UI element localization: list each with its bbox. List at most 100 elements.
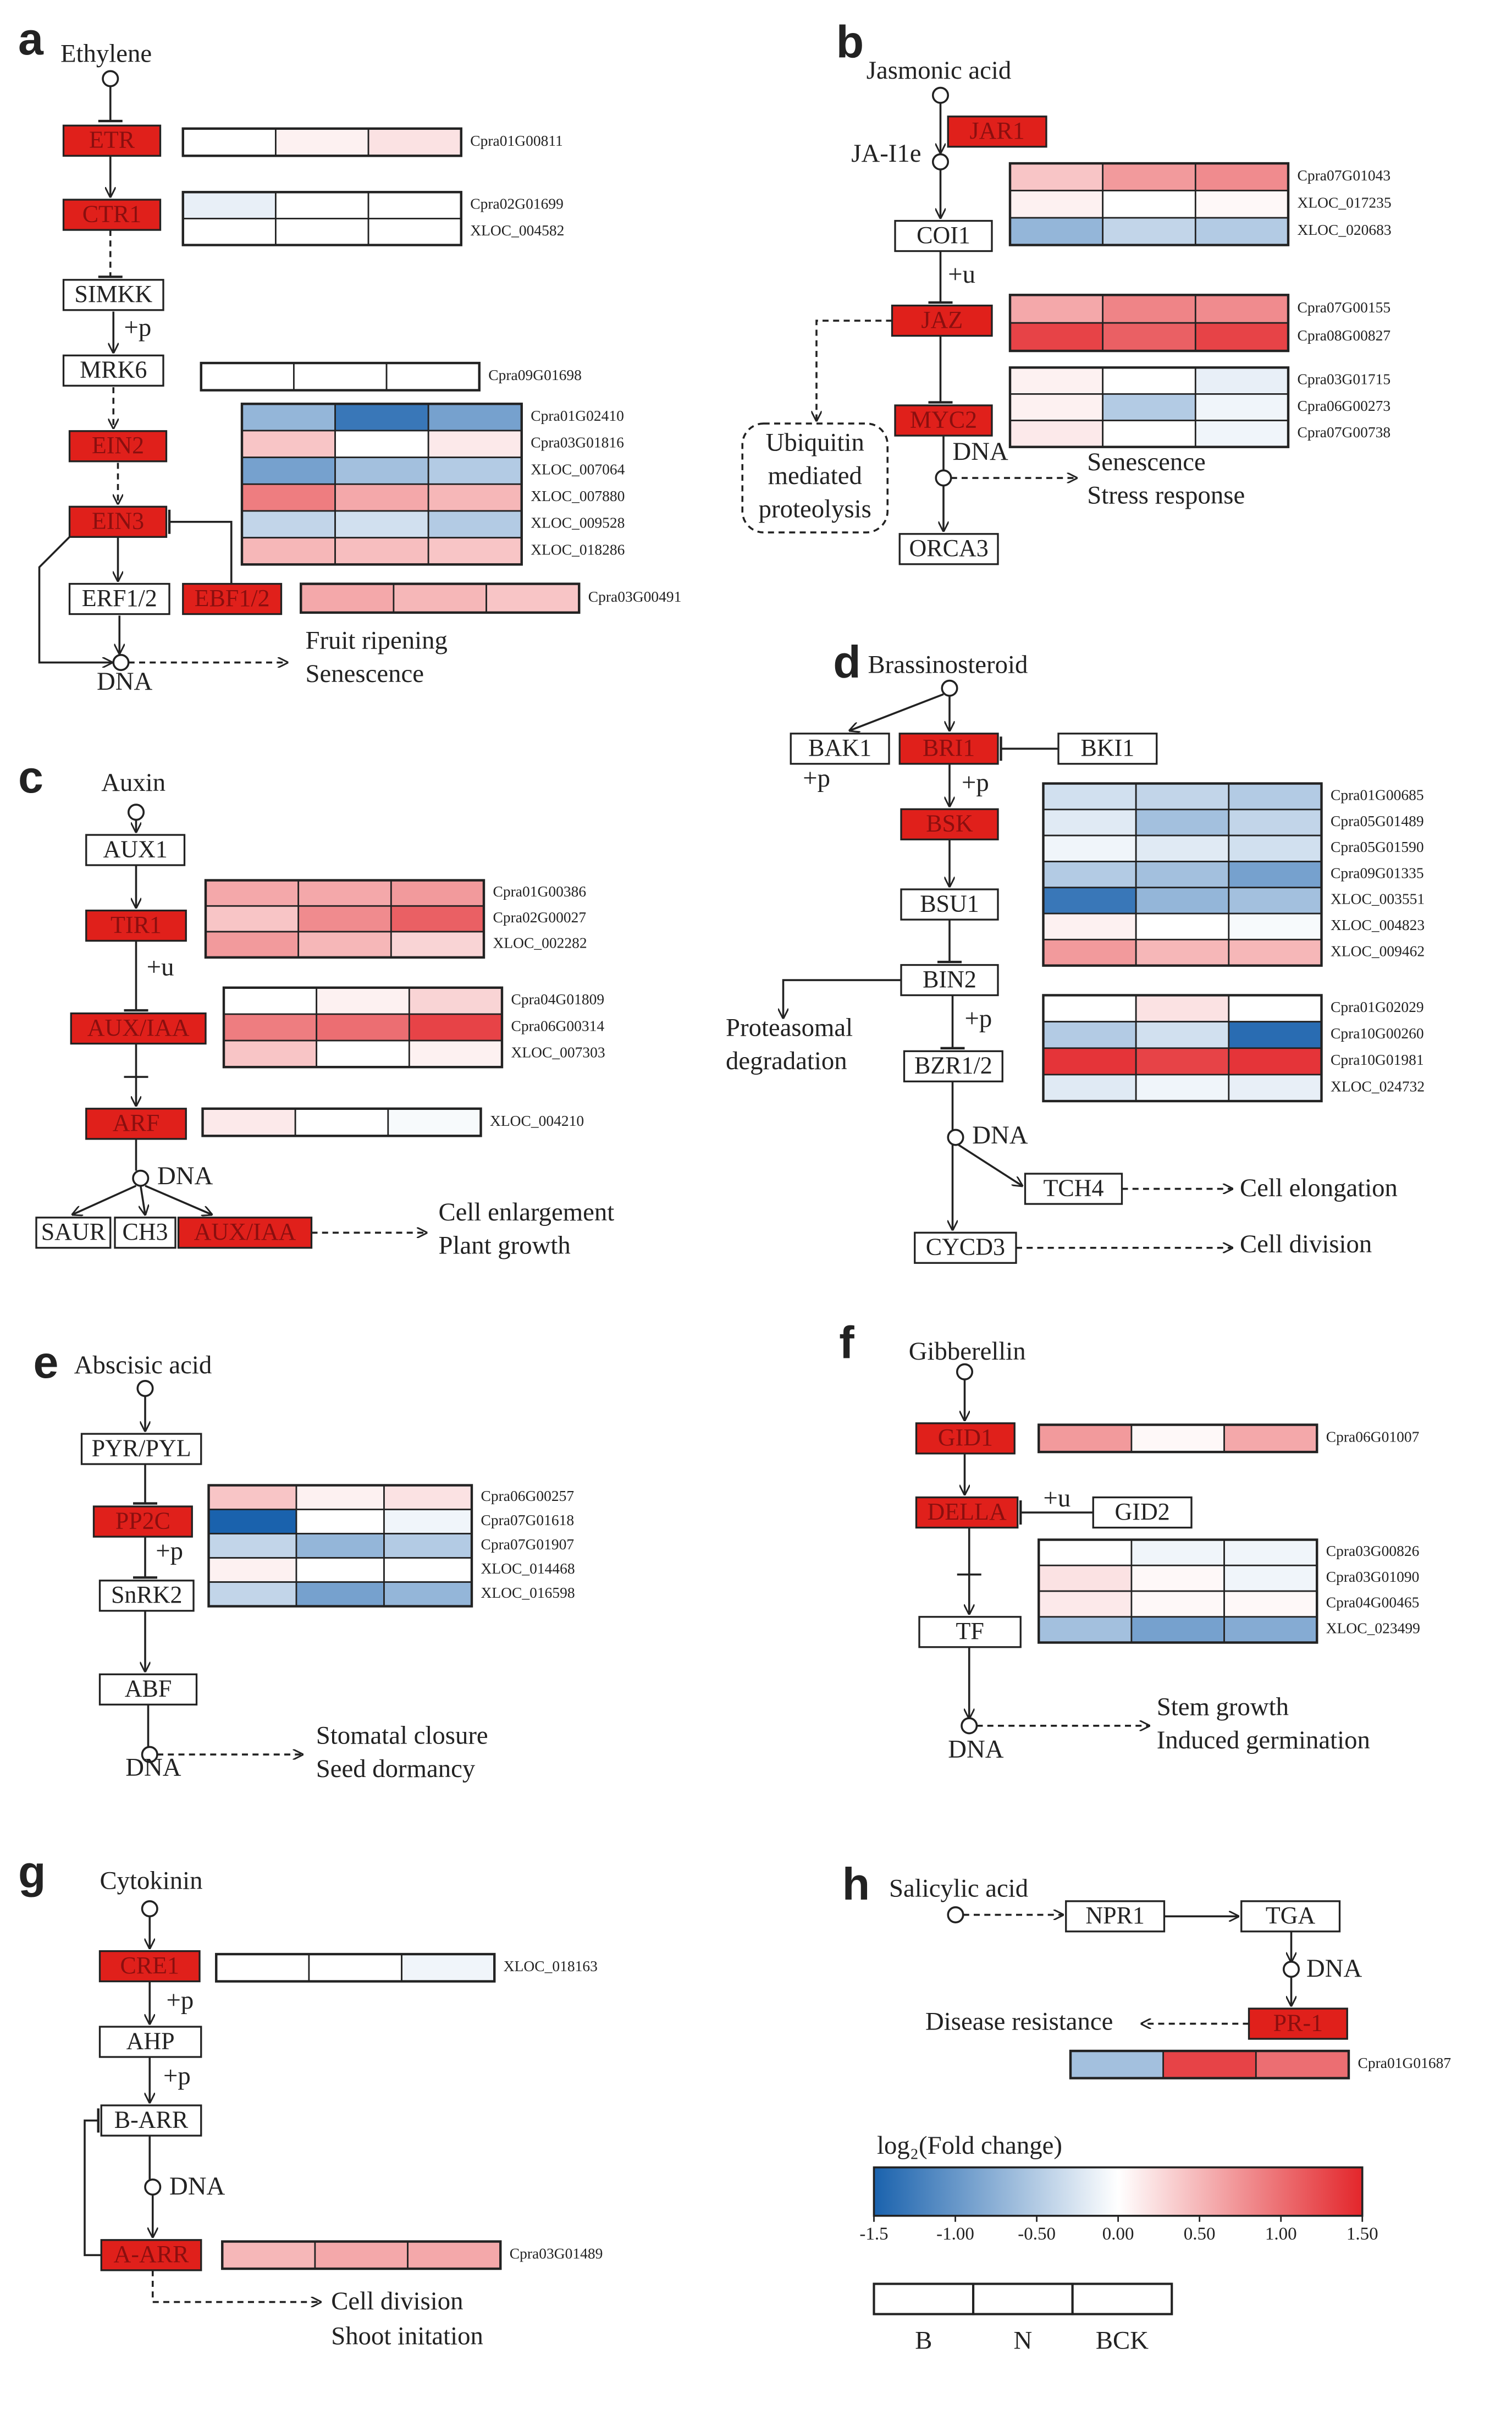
heatmap-cell [383, 1581, 473, 1607]
heatmap-cell [1130, 1539, 1225, 1566]
heatmap-border [181, 191, 462, 246]
heatmap-cell [1135, 861, 1230, 889]
gene-node-up [85, 909, 187, 942]
node-label: JAZ [921, 306, 963, 333]
heatmap-cell [1009, 366, 1104, 395]
heatmap-cell [1223, 1564, 1318, 1592]
legend-tick-label: -1.00 [936, 2224, 974, 2244]
heatmap-cell [1009, 162, 1104, 191]
label: Seed dormancy [316, 1754, 476, 1783]
heatmap-cell [1042, 861, 1137, 889]
gene-id: XLOC_024732 [1331, 1077, 1425, 1094]
ubiquitin-box [741, 422, 889, 533]
label: +u [948, 260, 975, 289]
gene-node-up [92, 1505, 193, 1538]
node-label: MYC2 [910, 406, 977, 433]
gene-id: Cpra06G00257 [481, 1487, 575, 1504]
node-point [956, 1363, 974, 1380]
gene-id: XLOC_016598 [481, 1584, 575, 1601]
heatmap-cell [1009, 190, 1104, 219]
panel-letter: e [34, 1337, 59, 1388]
heatmap-cell [1102, 393, 1196, 421]
heatmap-cell [297, 905, 392, 933]
node-point [141, 1900, 158, 1918]
heatmap-cell [241, 510, 336, 539]
gene-id: Cpra03G01715 [1298, 371, 1391, 388]
gene-id: XLOC_004823 [1331, 916, 1425, 933]
heatmap-cell [393, 583, 487, 614]
node-label: DELLA [928, 1498, 1007, 1525]
heatmap-border [1042, 782, 1323, 967]
node-label: BKI1 [1080, 734, 1134, 761]
heatmap-cell [1042, 994, 1137, 1023]
label: Induced germination [1157, 1726, 1370, 1754]
heatmap-cell [1042, 1047, 1137, 1076]
label: Senescence [306, 659, 424, 688]
heatmap-cell [1038, 1564, 1133, 1592]
gene-node-up [900, 808, 999, 840]
heatmap-cell [385, 362, 481, 391]
gene-id: XLOC_007880 [531, 487, 625, 504]
heatmap-cell [1135, 1074, 1230, 1102]
heatmap-cell [401, 1953, 495, 1982]
node-label: CRE1 [120, 1952, 179, 1979]
node-label: ABF [125, 1675, 172, 1702]
panel-letter: f [839, 1317, 854, 1368]
heatmap-cell [241, 430, 336, 459]
panel-letter: b [836, 16, 864, 67]
heatmap-border [200, 361, 481, 392]
heatmap-cell [275, 218, 369, 246]
node-label: TF [956, 1618, 984, 1644]
label: Cell elongation [1240, 1174, 1398, 1202]
gene-node [35, 1217, 112, 1249]
gene-node [1065, 1900, 1166, 1933]
heatmap-cell [1038, 1616, 1133, 1643]
heatmap-cell [1069, 2050, 1165, 2079]
node-label: SAUR [41, 1218, 106, 1245]
column-key-cell [972, 2282, 1074, 2315]
heatmap-cell [308, 1953, 402, 1982]
heatmap-cell [182, 218, 277, 246]
gene-id: Cpra08G00827 [1298, 327, 1391, 344]
heatmap-cell [367, 128, 462, 157]
gene-node [1240, 1900, 1341, 1933]
heatmap-cell [316, 1013, 410, 1042]
label: DNA [953, 437, 1009, 466]
gene-node [1092, 1496, 1193, 1529]
heatmap-cell [334, 483, 429, 512]
label: DNA [169, 2172, 225, 2201]
node-point [132, 1169, 150, 1187]
column-key-cell [873, 2282, 975, 2315]
gene-node-up [177, 1217, 313, 1249]
column-key-cell [1071, 2282, 1173, 2315]
gene-node [85, 834, 186, 866]
label: +u [1044, 1484, 1071, 1512]
node-label: BZR1/2 [914, 1052, 992, 1079]
heatmap-cell [215, 1953, 310, 1982]
heatmap-cell [1130, 1424, 1225, 1453]
gene-node-up [62, 124, 162, 157]
gene-node-up [898, 733, 999, 765]
gene-id: XLOC_004210 [490, 1112, 584, 1129]
node-point [1282, 1961, 1300, 1978]
gene-node [894, 219, 993, 252]
heatmap-cell [275, 191, 369, 219]
connector [816, 320, 892, 421]
label: +p [156, 1537, 183, 1565]
heatmap-cell [427, 483, 523, 512]
heatmap-cell [408, 1013, 503, 1042]
label: DNA [1306, 1954, 1362, 1983]
heatmap-cell [390, 905, 485, 933]
gene-node-up [100, 2239, 202, 2271]
heatmap-border [215, 1952, 496, 1983]
gene-node-up [85, 1108, 187, 1140]
heatmap-cell [1042, 834, 1137, 862]
node-label: GID2 [1115, 1498, 1170, 1525]
heatmap-cell [383, 1557, 473, 1583]
heatmap-cell [241, 537, 336, 565]
gene-node [68, 582, 170, 615]
node-point [947, 1906, 964, 1924]
heatmap-cell [1162, 2050, 1257, 2079]
label: +p [124, 313, 152, 342]
heatmap-cell [314, 2241, 409, 2270]
